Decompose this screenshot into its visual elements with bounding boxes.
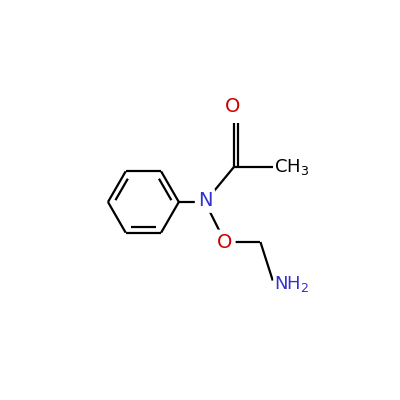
Text: CH$_3$: CH$_3$	[274, 156, 310, 176]
Text: O: O	[217, 232, 233, 252]
Text: N: N	[198, 191, 212, 210]
Text: NH$_2$: NH$_2$	[274, 274, 310, 294]
Text: O: O	[225, 97, 240, 116]
